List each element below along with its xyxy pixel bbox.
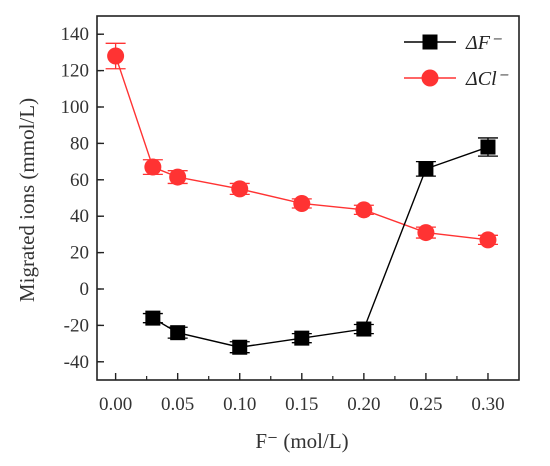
data-point [169, 168, 187, 186]
data-point [170, 325, 186, 341]
y-tick-label: -40 [64, 352, 89, 373]
data-point [231, 180, 249, 198]
data-point [418, 161, 434, 177]
x-tick-label: 0.05 [161, 394, 194, 415]
data-point [480, 139, 496, 155]
data-point [232, 339, 248, 355]
data-point [356, 321, 372, 337]
series-f [142, 137, 498, 355]
data-point [107, 47, 125, 65]
data-point [145, 310, 161, 326]
legend: ΔF⁻ ΔCl⁻ [404, 32, 509, 90]
legend-label: ΔF⁻ [465, 32, 502, 54]
y-tick-label: 20 [70, 243, 89, 264]
y-tick-label: 80 [70, 133, 89, 154]
x-tick-label: 0.10 [223, 394, 256, 415]
legend-label: ΔCl⁻ [465, 68, 509, 90]
series-cl [105, 42, 498, 249]
x-axis-title: F⁻ (mol/L) [255, 429, 348, 453]
y-tick-label: 40 [70, 206, 89, 227]
x-tick-label: 0.30 [471, 394, 504, 415]
x-tick-label: 0.25 [409, 394, 442, 415]
series-line [152, 146, 489, 348]
y-tick-label: -20 [64, 315, 89, 336]
data-point [355, 201, 373, 219]
x-tick-label: 0.15 [285, 394, 318, 415]
y-tick-label: 120 [61, 61, 90, 82]
data-point [417, 224, 435, 242]
data-point [479, 231, 497, 249]
x-tick-label: 0.00 [99, 394, 132, 415]
plot-area-frame [96, 15, 520, 381]
y-tick-label: 100 [61, 97, 90, 118]
legend-marker [421, 69, 439, 87]
data-point [144, 158, 162, 176]
y-tick-label: 140 [61, 24, 90, 45]
legend-marker [422, 34, 438, 50]
data-point [293, 194, 311, 212]
y-tick-label: 60 [70, 170, 89, 191]
data-point [294, 330, 310, 346]
y-axis-title: Migrated ions (mmol/L) [15, 98, 39, 302]
y-tick-label: 0 [80, 279, 90, 300]
x-tick-label: 0.20 [347, 394, 380, 415]
